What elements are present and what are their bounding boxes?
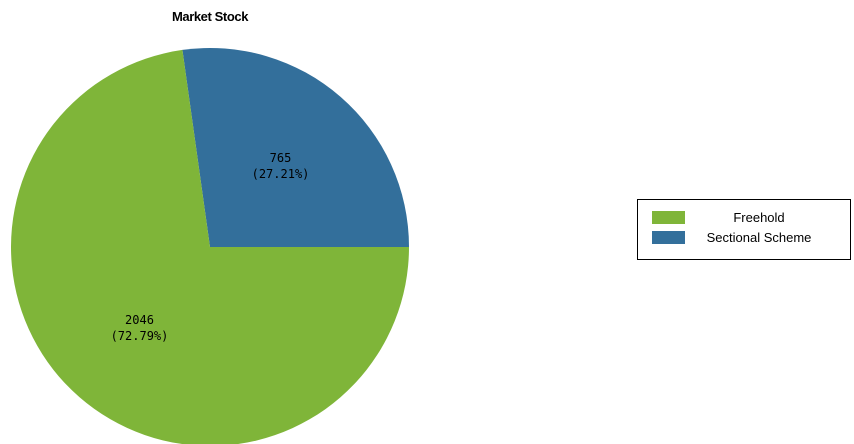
pie-slice-freehold xyxy=(11,49,409,444)
slice-value-label-sectional-scheme: 765 xyxy=(270,151,292,165)
slice-percent-label-sectional-scheme: (27.21%) xyxy=(252,167,310,181)
legend-swatch-sectional-scheme xyxy=(652,230,685,244)
legend-label-freehold: Freehold xyxy=(733,209,785,225)
slice-percent-label-freehold: (72.79%) xyxy=(111,329,169,343)
legend-item-sectional-scheme: Sectional Scheme xyxy=(652,229,829,245)
slice-value-label-freehold: 2046 xyxy=(125,313,154,327)
legend-swatch-freehold xyxy=(652,210,685,224)
pie-slice-sectional-scheme xyxy=(182,47,409,247)
legend-label-sectional-scheme: Sectional Scheme xyxy=(706,229,812,245)
chart-title: Market Stock xyxy=(171,9,249,24)
legend: Freehold Sectional Scheme xyxy=(637,199,851,260)
legend-item-freehold: Freehold xyxy=(652,209,829,225)
